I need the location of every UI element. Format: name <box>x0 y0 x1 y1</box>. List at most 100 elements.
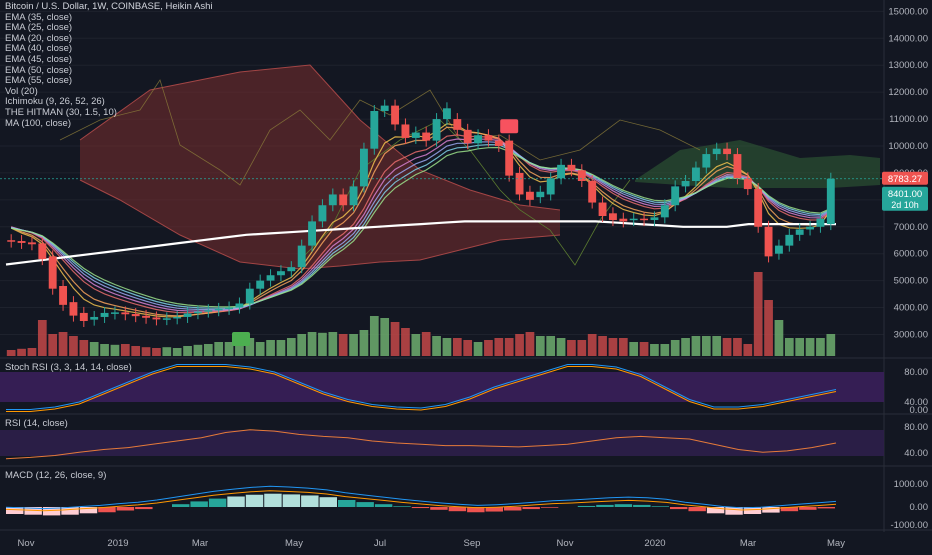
time-tick-label: 2019 <box>107 538 128 549</box>
candle-body <box>287 267 296 272</box>
candle-body <box>349 186 358 206</box>
volume-bar <box>37 320 47 356</box>
volume-bar <box>691 336 701 356</box>
indicator-ichimoku[interactable]: Ichimoku (9, 26, 52, 26) <box>5 96 105 108</box>
volume-bar <box>214 342 224 356</box>
volume-bar <box>608 338 618 356</box>
candle-body <box>131 314 140 317</box>
ema-line <box>10 122 832 318</box>
candle-body <box>785 234 794 246</box>
macd-histogram-bar <box>577 505 596 507</box>
volume-bar <box>556 338 566 356</box>
signal-marker <box>500 119 519 134</box>
candle-body <box>743 178 752 190</box>
volume-bar <box>89 342 99 356</box>
macd-histogram-bar <box>522 507 540 510</box>
volume-bar <box>701 336 711 356</box>
indicator-ma-100[interactable]: MA (100, close) <box>5 117 71 129</box>
volume-bar <box>48 334 58 356</box>
volume-bar <box>525 332 535 356</box>
lagging-span <box>299 119 631 266</box>
volume-bar <box>276 340 286 356</box>
candle-body <box>432 119 441 141</box>
indicator-ema-25[interactable]: EMA (25, close) <box>5 22 73 34</box>
signal-marker <box>232 332 250 346</box>
price-tick-label: 12000.00 <box>888 87 928 98</box>
volume-bar <box>805 338 815 356</box>
volume-bar <box>152 348 161 356</box>
macd-histogram-bar <box>448 507 467 512</box>
candle-body <box>577 170 586 181</box>
macd-histogram-bar <box>799 507 817 510</box>
volume-bar <box>733 338 742 356</box>
rsi-label[interactable]: RSI (14, close) <box>5 418 68 429</box>
candle-body <box>370 111 379 149</box>
candle-body <box>276 271 285 276</box>
stoch-d-line <box>6 366 837 412</box>
symbol-title[interactable]: Bitcoin / U.S. Dollar, 1W, COINBASE, Hei… <box>5 1 213 12</box>
time-tick-label: May <box>827 538 845 549</box>
stoch-rsi-label[interactable]: Stoch RSI (3, 3, 14, 14, close) <box>5 362 132 373</box>
candle-body <box>152 317 161 320</box>
volume-bar <box>421 332 431 356</box>
candle-body <box>484 135 493 141</box>
volume-bar <box>639 342 649 356</box>
indicator-ema-40[interactable]: EMA (40, close) <box>5 43 73 55</box>
candle-body <box>193 311 202 314</box>
candle-body <box>256 280 265 289</box>
volume-bar <box>681 338 690 356</box>
macd-label[interactable]: MACD (12, 26, close, 9) <box>5 470 107 481</box>
indicator-hitman[interactable]: THE HITMAN (30, 1.5, 10) <box>5 106 117 118</box>
badge-red-label: 8783.27 <box>888 174 922 185</box>
indicator-vol[interactable]: Vol (20) <box>5 85 38 97</box>
macd-histogram-bar <box>706 507 725 514</box>
candle-body <box>328 194 337 206</box>
volume-bar <box>235 344 244 356</box>
indicator-ema-55[interactable]: EMA (55, close) <box>5 75 73 87</box>
rsi-tick-label: 80.00 <box>904 422 928 433</box>
volume-bar <box>27 348 37 356</box>
candle-body <box>142 315 151 318</box>
volume-bar <box>328 332 338 356</box>
stoch-band <box>0 372 884 402</box>
macd-histogram-bar <box>780 507 799 512</box>
volume-bar <box>172 348 182 356</box>
volume-bar <box>338 334 348 356</box>
volume-bar <box>297 334 307 356</box>
candle-body <box>474 135 483 144</box>
candle-body <box>567 164 576 171</box>
candle-body <box>691 167 700 181</box>
volume-bar <box>722 338 732 356</box>
volume-bar <box>764 300 773 356</box>
candle-body <box>162 318 171 320</box>
time-tick-label: Nov <box>18 538 35 549</box>
macd-histogram-bar <box>98 507 116 513</box>
volume-bar <box>17 348 26 356</box>
candle-body <box>183 313 192 317</box>
macd-histogram-bar <box>670 507 688 510</box>
macd-histogram-bar <box>743 507 762 514</box>
indicator-ema-20[interactable]: EMA (20, close) <box>5 32 73 44</box>
macd-histogram-bar <box>24 507 42 515</box>
volume-bar <box>660 344 670 356</box>
candle-body <box>723 148 732 155</box>
candle-body <box>660 205 669 218</box>
candle-body <box>598 202 607 216</box>
macd-tick-label: 1000.00 <box>894 479 928 490</box>
volume-bar <box>784 338 794 356</box>
badge-countdown-label: 2d 10h <box>891 200 919 210</box>
volume-bar <box>224 342 234 356</box>
indicator-ema-45[interactable]: EMA (45, close) <box>5 53 73 65</box>
macd-histogram-bar <box>430 507 448 510</box>
candle-body <box>214 308 223 311</box>
volume-bar <box>183 346 192 356</box>
indicator-ema-50[interactable]: EMA (50, close) <box>5 64 73 76</box>
volume-bar <box>58 332 68 356</box>
volume-bar <box>463 340 473 356</box>
candle-body <box>59 286 68 305</box>
indicator-ema-35[interactable]: EMA (35, close) <box>5 11 73 23</box>
volume-bar <box>141 347 151 356</box>
volume-bar <box>618 338 628 356</box>
macd-histogram-bar <box>208 498 227 507</box>
